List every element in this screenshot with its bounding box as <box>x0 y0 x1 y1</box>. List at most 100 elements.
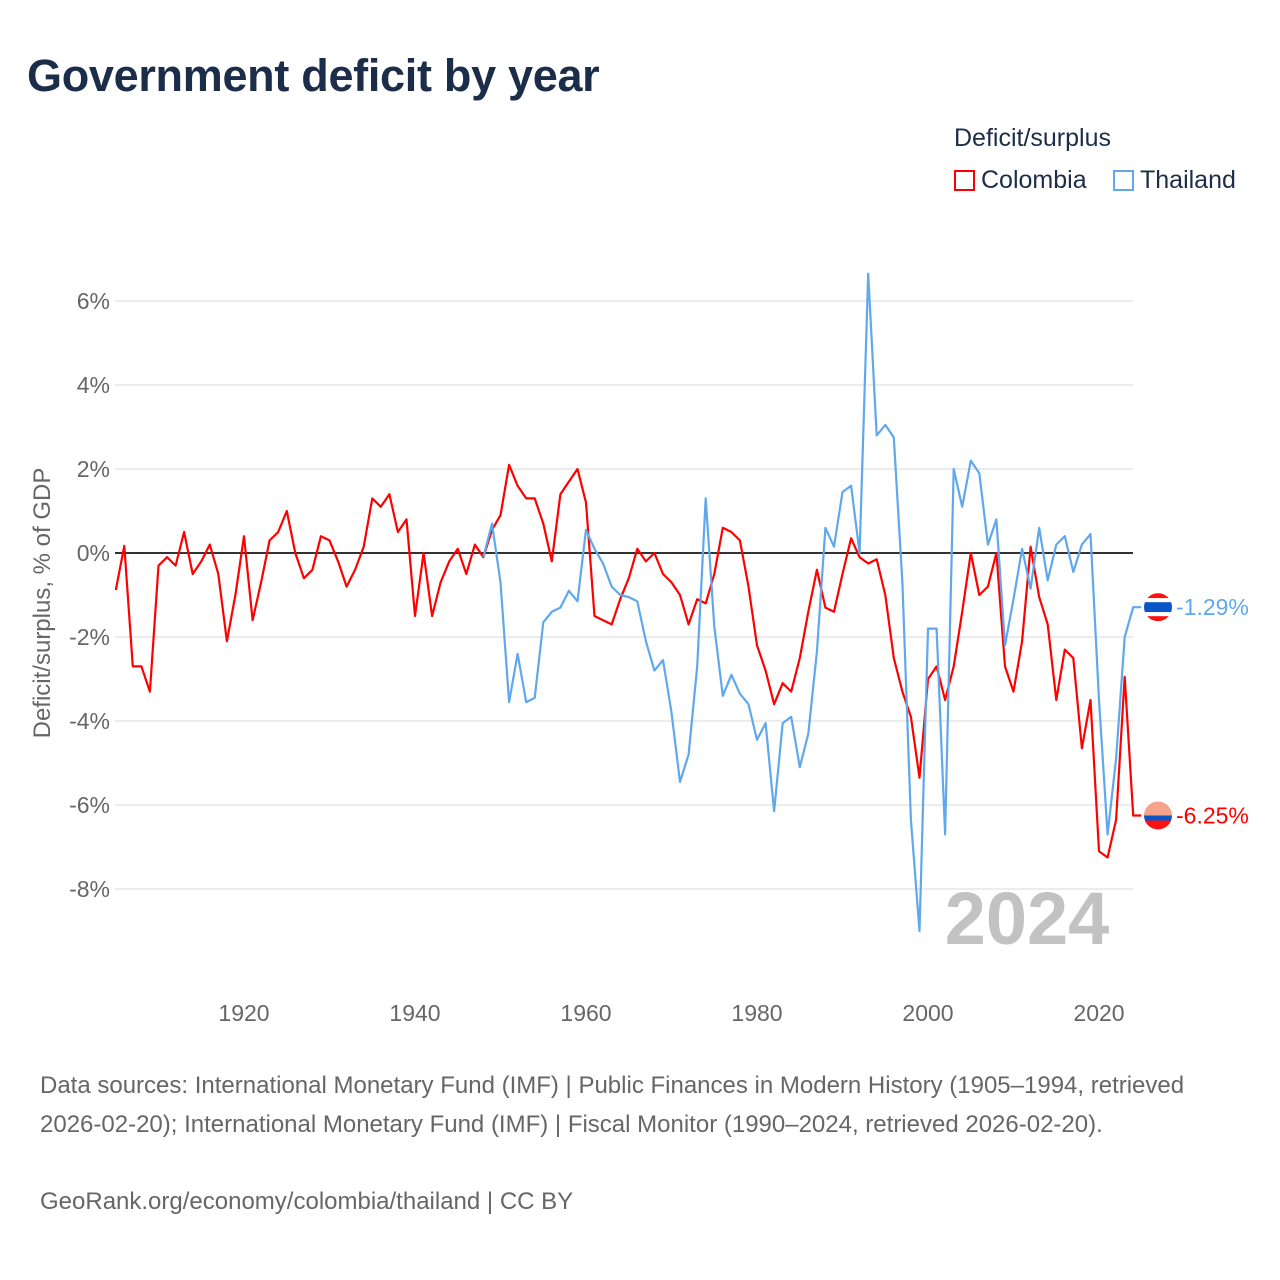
data-point-colombia[interactable] <box>875 557 879 561</box>
data-point-thailand[interactable] <box>558 606 562 610</box>
data-point-thailand[interactable] <box>670 711 674 715</box>
data-point-thailand[interactable] <box>524 700 528 704</box>
data-point-colombia[interactable] <box>225 639 229 643</box>
data-point-colombia[interactable] <box>404 517 408 521</box>
data-point-colombia[interactable] <box>524 496 528 500</box>
data-point-thailand[interactable] <box>798 765 802 769</box>
data-point-thailand[interactable] <box>926 627 930 631</box>
data-point-thailand[interactable] <box>1012 597 1016 601</box>
data-point-colombia[interactable] <box>969 551 973 555</box>
data-point-colombia[interactable] <box>652 551 656 555</box>
data-point-colombia[interactable] <box>1088 698 1092 702</box>
data-point-colombia[interactable] <box>174 564 178 568</box>
data-point-thailand[interactable] <box>1131 605 1135 609</box>
data-point-thailand[interactable] <box>952 467 956 471</box>
data-point-thailand[interactable] <box>883 423 887 427</box>
data-point-colombia[interactable] <box>712 572 716 576</box>
data-point-colombia[interactable] <box>601 618 605 622</box>
data-point-colombia[interactable] <box>593 614 597 618</box>
data-point-colombia[interactable] <box>917 776 921 780</box>
data-point-colombia[interactable] <box>533 496 537 500</box>
data-point-thailand[interactable] <box>704 496 708 500</box>
data-point-thailand[interactable] <box>721 694 725 698</box>
data-point-thailand[interactable] <box>823 526 827 530</box>
data-point-colombia[interactable] <box>670 580 674 584</box>
data-point-colombia[interactable] <box>781 681 785 685</box>
data-point-colombia[interactable] <box>157 564 161 568</box>
data-point-colombia[interactable] <box>900 690 904 694</box>
data-point-colombia[interactable] <box>909 715 913 719</box>
data-point-colombia[interactable] <box>1012 690 1016 694</box>
data-point-colombia[interactable] <box>285 509 289 513</box>
data-point-colombia[interactable] <box>251 618 255 622</box>
data-point-thailand[interactable] <box>1088 532 1092 536</box>
data-point-thailand[interactable] <box>772 809 776 813</box>
data-point-colombia[interactable] <box>858 555 862 559</box>
data-point-colombia[interactable] <box>139 664 143 668</box>
data-point-colombia[interactable] <box>883 593 887 597</box>
data-point-thailand[interactable] <box>943 832 947 836</box>
data-point-colombia[interactable] <box>772 702 776 706</box>
data-point-colombia[interactable] <box>952 664 956 668</box>
data-point-colombia[interactable] <box>353 568 357 572</box>
data-point-colombia[interactable] <box>1003 664 1007 668</box>
data-point-colombia[interactable] <box>986 585 990 589</box>
data-point-colombia[interactable] <box>122 544 126 548</box>
data-point-thailand[interactable] <box>652 669 656 673</box>
data-point-colombia[interactable] <box>413 614 417 618</box>
data-point-colombia[interactable] <box>422 551 426 555</box>
data-point-thailand[interactable] <box>533 696 537 700</box>
data-point-colombia[interactable] <box>191 572 195 576</box>
data-point-thailand[interactable] <box>601 562 605 566</box>
data-point-thailand[interactable] <box>858 551 862 555</box>
data-point-thailand[interactable] <box>1046 578 1050 582</box>
data-point-colombia[interactable] <box>635 547 639 551</box>
data-point-thailand[interactable] <box>909 818 913 822</box>
data-point-colombia[interactable] <box>806 610 810 614</box>
data-point-thailand[interactable] <box>1106 832 1110 836</box>
data-point-thailand[interactable] <box>1071 570 1075 574</box>
data-point-colombia[interactable] <box>1123 675 1127 679</box>
data-point-colombia[interactable] <box>755 643 759 647</box>
data-point-thailand[interactable] <box>627 595 631 599</box>
data-point-colombia[interactable] <box>627 576 631 580</box>
data-point-colombia[interactable] <box>764 669 768 673</box>
data-point-colombia[interactable] <box>738 538 742 542</box>
data-point-colombia[interactable] <box>610 622 614 626</box>
data-point-thailand[interactable] <box>1063 534 1067 538</box>
data-point-colombia[interactable] <box>216 572 220 576</box>
data-point-thailand[interactable] <box>550 610 554 614</box>
data-point-colombia[interactable] <box>866 562 870 566</box>
data-point-thailand[interactable] <box>567 589 571 593</box>
data-point-colombia[interactable] <box>584 501 588 505</box>
data-point-colombia[interactable] <box>439 580 443 584</box>
data-point-thailand[interactable] <box>610 585 614 589</box>
data-point-thailand[interactable] <box>687 753 691 757</box>
data-point-thailand[interactable] <box>960 505 964 509</box>
data-point-colombia[interactable] <box>310 568 314 572</box>
data-point-colombia[interactable] <box>387 492 391 496</box>
data-point-colombia[interactable] <box>892 656 896 660</box>
data-point-colombia[interactable] <box>233 593 237 597</box>
data-point-colombia[interactable] <box>345 585 349 589</box>
data-point-colombia[interactable] <box>516 484 520 488</box>
data-point-thailand[interactable] <box>935 627 939 631</box>
data-point-thailand[interactable] <box>986 543 990 547</box>
data-point-colombia[interactable] <box>841 572 845 576</box>
data-point-thailand[interactable] <box>499 580 503 584</box>
data-point-colombia[interactable] <box>293 551 297 555</box>
data-point-colombia[interactable] <box>499 513 503 517</box>
data-point-colombia[interactable] <box>1071 656 1075 660</box>
data-point-colombia[interactable] <box>379 505 383 509</box>
data-point-colombia[interactable] <box>1097 849 1101 853</box>
data-point-colombia[interactable] <box>541 522 545 526</box>
data-point-colombia[interactable] <box>1063 648 1067 652</box>
data-point-colombia[interactable] <box>259 580 263 584</box>
data-point-colombia[interactable] <box>507 463 511 467</box>
data-point-thailand[interactable] <box>866 272 870 276</box>
data-point-colombia[interactable] <box>242 534 246 538</box>
data-point-colombia[interactable] <box>729 530 733 534</box>
data-point-colombia[interactable] <box>678 593 682 597</box>
data-point-colombia[interactable] <box>1037 595 1041 599</box>
data-point-colombia[interactable] <box>276 530 280 534</box>
